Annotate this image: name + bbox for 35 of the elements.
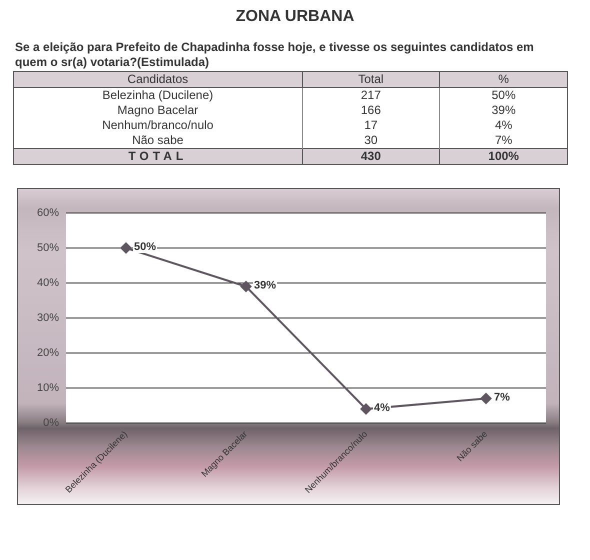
data-label: 39% bbox=[254, 280, 276, 292]
text: % bbox=[440, 72, 568, 88]
text: ZONA URBANA bbox=[234, 8, 356, 26]
data-label: 50% bbox=[440, 88, 568, 103]
data-label: 30 bbox=[302, 133, 440, 148]
data-label: 4% bbox=[440, 118, 568, 133]
data-label: 100% bbox=[440, 148, 568, 164]
data-label: 50% bbox=[134, 241, 156, 254]
y-tick-label: 60% bbox=[36, 207, 60, 220]
point bbox=[240, 281, 252, 292]
point bbox=[360, 404, 372, 414]
data-label: 217 bbox=[302, 88, 440, 103]
category-label: Nenhum/branco/nulo bbox=[101, 118, 214, 133]
text: Candidatos bbox=[14, 72, 302, 88]
category-label: TOTAL bbox=[14, 148, 302, 164]
category-label: Magno Bacelar bbox=[116, 103, 200, 118]
data-label: 39% bbox=[440, 103, 568, 118]
y-tick-label: 30% bbox=[36, 312, 60, 324]
y-tick-label: 20% bbox=[36, 347, 60, 360]
data-label: 7% bbox=[440, 133, 568, 148]
point bbox=[480, 393, 492, 404]
data-label: 17 bbox=[302, 118, 440, 133]
data-label: 4% bbox=[374, 402, 390, 414]
data-label: 7% bbox=[494, 392, 510, 404]
text: Se a eleição para Prefeito de Chapadinha fosse hoje, e tivesse os seguintes candidatos em quem o sr(a) votaria?(Estimulada) bbox=[15, 40, 535, 70]
data-label: 166 bbox=[302, 103, 440, 118]
category-label: Não sabe bbox=[131, 133, 184, 148]
data-label: 430 bbox=[302, 148, 440, 164]
category-label: Belezinha (Ducilene) bbox=[101, 88, 214, 103]
text: Total bbox=[302, 72, 440, 88]
y-tick-label: 10% bbox=[36, 382, 60, 394]
y-tick-label: 0% bbox=[43, 417, 60, 430]
point bbox=[120, 242, 132, 254]
y-tick-label: 40% bbox=[36, 277, 60, 290]
y-tick-label: 50% bbox=[36, 242, 60, 254]
